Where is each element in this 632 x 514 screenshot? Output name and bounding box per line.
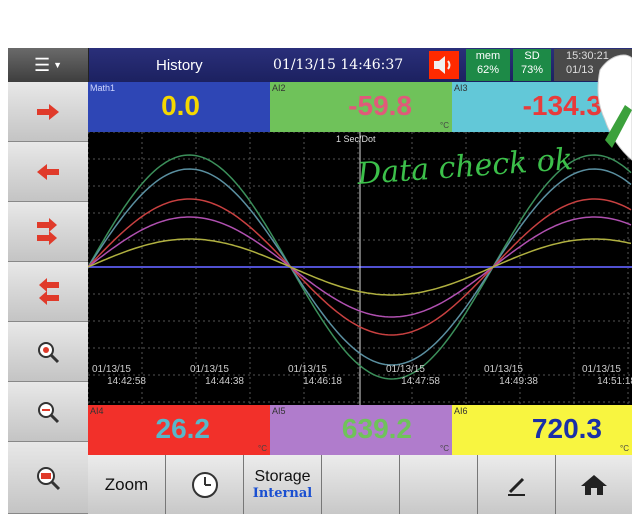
zoom-in-button[interactable]	[8, 322, 88, 382]
scroll-left-button[interactable]	[8, 142, 88, 202]
time-axis-time: 14:51:18	[597, 376, 632, 387]
storage-value: Internal	[252, 486, 313, 501]
channel-tile-ai6[interactable]: AI6 720.3 °C	[452, 405, 632, 455]
sd-status: SD 73%	[513, 49, 551, 81]
zoom-button[interactable]: Zoom	[88, 455, 166, 514]
time-axis-time: 14:47:58	[401, 376, 440, 387]
scroll-right-button[interactable]	[8, 82, 88, 142]
home-icon	[581, 474, 607, 495]
channel-name: AI2	[272, 83, 286, 93]
trend-chart: 1 Sec/Dot01/13/1514:42:5801/13/1514:44:3…	[87, 131, 632, 405]
channel-unit: °C	[440, 121, 449, 130]
channel-unit: °C	[258, 444, 267, 453]
memory-status: mem 62%	[466, 49, 510, 81]
clock-icon	[191, 471, 218, 498]
trend-series-3	[87, 198, 632, 336]
channel-value: 639.2	[341, 413, 412, 444]
time-axis-date: 01/13/15	[92, 364, 131, 375]
channel-name: AI3	[454, 83, 468, 93]
trend-series-5	[87, 238, 632, 296]
memory-label: mem	[475, 50, 501, 62]
channel-tile-ai2[interactable]: AI2 -59.8 °C	[270, 82, 452, 132]
sd-label: SD	[524, 50, 540, 62]
zoom-fit-icon	[37, 466, 61, 490]
annotate-button[interactable]	[478, 455, 556, 514]
zoom-fit-button[interactable]	[8, 442, 88, 514]
pen-icon	[507, 477, 525, 496]
bottom-toolbar: Zoom Storage Internal	[88, 455, 632, 514]
channel-value: 720.3	[531, 413, 602, 444]
empty-button-2[interactable]	[400, 455, 478, 514]
zoom-label: Zoom	[104, 474, 149, 494]
fast-rewind-button[interactable]	[8, 262, 88, 322]
channel-name: AI4	[90, 406, 104, 416]
zoom-out-icon	[38, 401, 60, 423]
channel-unit: °C	[440, 444, 449, 453]
trend-series-2	[87, 168, 632, 366]
current-datetime: 01/13/15 14:46:37	[273, 57, 404, 73]
trend-plot[interactable]: 1 Sec/Dot 01/13/15 14:42:58 01/13/15 14:44:3…	[87, 131, 632, 405]
system-clock-time: 15:30:21	[566, 50, 609, 62]
time-axis-date: 01/13/15	[484, 364, 523, 375]
channel-name: Math1	[90, 83, 116, 93]
channel-unit: °C	[620, 444, 629, 453]
sd-value: 73%	[520, 64, 544, 76]
arrow-right-icon	[37, 103, 59, 120]
time-axis-date: 01/13/15	[288, 364, 327, 375]
time-axis-date: 01/13/15	[582, 364, 621, 375]
channel-tile-math1[interactable]: Math1 0.0	[88, 82, 270, 132]
time-axis-time: 14:46:18	[303, 376, 342, 387]
hamburger-menu-icon: ☰	[33, 54, 51, 75]
time-select-button[interactable]	[166, 455, 244, 514]
system-clock-date: 01/13	[566, 64, 594, 76]
speaker-button[interactable]	[429, 51, 459, 79]
double-arrow-right-icon	[37, 217, 57, 245]
zoom-in-icon	[38, 341, 60, 363]
zoom-out-button[interactable]	[8, 382, 88, 442]
menu-button[interactable]: ☰ ▼	[8, 48, 89, 82]
storage-label: Storage	[254, 468, 311, 485]
home-button[interactable]	[556, 455, 632, 514]
channel-tile-ai4[interactable]: AI4 26.2 °C	[88, 405, 270, 455]
speaker-icon	[434, 56, 451, 74]
empty-button-1[interactable]	[322, 455, 400, 514]
system-clock: 15:30:21 01/13	[554, 49, 632, 81]
channel-value: 26.2	[155, 413, 211, 444]
channel-name: AI5	[272, 406, 286, 416]
channel-value: -59.8	[348, 90, 412, 121]
fast-forward-button[interactable]	[8, 202, 88, 262]
top-bar: ☰ ▼ History 01/13/15 14:46:37 mem 62% SD …	[8, 48, 632, 82]
trend-series-1	[87, 154, 632, 380]
caret-down-icon: ▼	[53, 60, 63, 70]
screen-title: History	[156, 57, 203, 74]
arrow-left-icon	[37, 163, 59, 180]
hmi-screen: ☰ ▼ History 01/13/15 14:46:37 mem 62% SD …	[8, 48, 632, 514]
double-arrow-left-icon	[39, 277, 59, 305]
time-axis-date: 01/13/15	[386, 364, 425, 375]
left-toolbar	[8, 82, 88, 514]
channel-tile-ai5[interactable]: AI5 639.2 °C	[270, 405, 452, 455]
memory-value: 62%	[476, 64, 500, 76]
time-axis-time: 14:49:38	[499, 376, 538, 387]
interval-label: 1 Sec/Dot	[336, 134, 376, 144]
channel-value: -134.3	[522, 90, 602, 121]
time-axis-time: 14:42:58	[107, 376, 146, 387]
handwritten-annotation: Data check ok	[355, 142, 574, 192]
channel-name: AI6	[454, 406, 468, 416]
time-axis-time: 14:44:38	[205, 376, 244, 387]
storage-button[interactable]: Storage Internal	[244, 455, 322, 514]
channel-value: 0.0	[161, 90, 200, 121]
time-axis-date: 01/13/15	[190, 364, 229, 375]
channel-tile-ai3[interactable]: AI3 -134.3	[452, 82, 632, 132]
trend-series-4	[87, 216, 632, 318]
